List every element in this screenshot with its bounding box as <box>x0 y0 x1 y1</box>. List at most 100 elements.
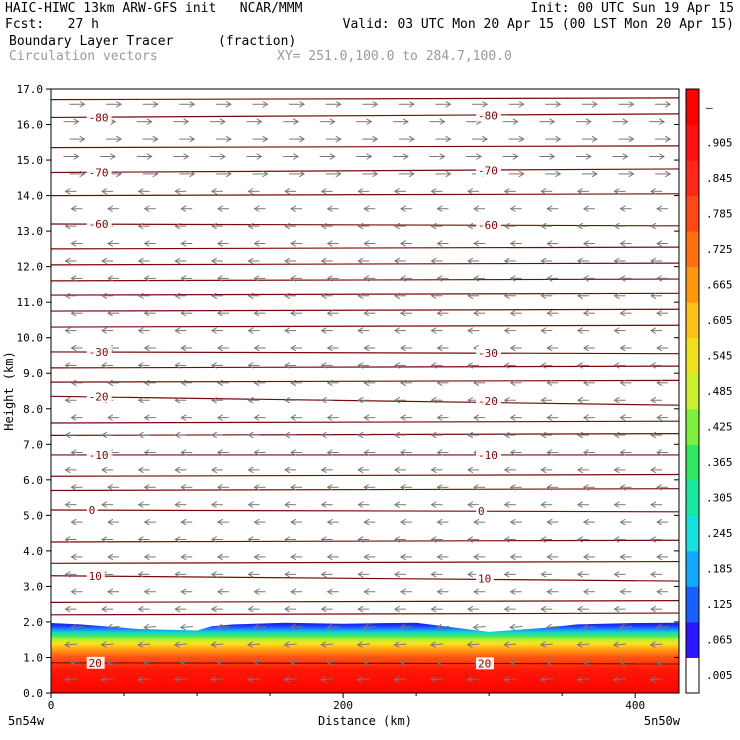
vector-arrow <box>254 627 267 628</box>
colorbar-label: .125 <box>706 598 733 611</box>
colorbar-swatch <box>686 195 699 232</box>
colorbar-label: .605 <box>706 314 733 327</box>
vector-arrow <box>547 627 559 628</box>
contour-label: -20 <box>478 395 498 408</box>
contour-label: -60 <box>89 218 109 231</box>
contour-label-bg <box>476 448 502 461</box>
temperature-contour <box>51 365 679 369</box>
temperature-contour <box>51 473 679 477</box>
vector-arrow <box>657 627 669 628</box>
colorbar-frame <box>685 88 700 694</box>
colorbar-label: .845 <box>706 172 733 185</box>
contour-label-bg <box>476 218 502 231</box>
vector-arrow <box>181 661 193 662</box>
y-tick-label: 15.0 <box>17 154 44 167</box>
vector-arrow <box>400 661 413 662</box>
contour-label-bg <box>86 390 112 403</box>
temperature-contour <box>51 97 679 101</box>
contour-label-bg <box>476 346 502 359</box>
colorbar-swatch <box>686 337 699 374</box>
y-tick-label: 12.0 <box>17 261 44 274</box>
contour-label-bg <box>86 448 112 461</box>
vector-arrow <box>248 679 261 680</box>
contour-label: -80 <box>89 111 109 124</box>
vector-arrow <box>291 661 303 662</box>
vector-arrow <box>175 679 187 680</box>
vector-arrow <box>102 644 114 645</box>
colorbar-label: .365 <box>706 456 733 469</box>
y-tick-label: 10.0 <box>17 332 44 345</box>
vector-arrow <box>217 627 230 628</box>
vector-arrow <box>358 644 370 645</box>
temperature-contour <box>51 395 679 406</box>
vector-arrow <box>394 644 407 645</box>
colorbar-label: .485 <box>706 385 733 398</box>
y-tick-label: 6.0 <box>23 474 43 487</box>
y-tick-label: 16.0 <box>17 119 44 132</box>
temperature-contour <box>51 145 679 149</box>
temperature-contour <box>51 324 679 328</box>
y-tick-label: 7.0 <box>23 438 43 451</box>
colorbar-swatch <box>686 586 699 623</box>
x-end-label-left: 5n54w <box>8 714 45 728</box>
temperature-contour <box>51 575 679 582</box>
contour-label: -70 <box>478 165 498 178</box>
vector-arrow <box>254 661 267 662</box>
vector-field-name: Circulation vectors <box>9 49 158 64</box>
vector-arrow <box>211 679 224 680</box>
colorbar-swatch <box>686 89 699 126</box>
vector-arrow <box>510 661 523 662</box>
vector-arrow <box>583 627 596 628</box>
x-axis-title: Distance (km) <box>318 714 412 728</box>
temperature-contour <box>51 420 679 424</box>
colorbar-swatch <box>686 302 699 339</box>
colorbar-swatch <box>686 550 699 587</box>
contour-label-bg <box>86 166 112 179</box>
y-tick-label: 14.0 <box>17 190 44 203</box>
vector-arrow <box>577 679 590 680</box>
colorbar-label: .005 <box>706 669 733 682</box>
colorbar-label: .665 <box>706 278 733 291</box>
header-init-time: Init: 00 UTC Sun 19 Apr 15 <box>530 1 735 16</box>
header-forecast-hour: Fcst: 27 h <box>5 17 99 32</box>
vector-arrow <box>108 661 120 662</box>
y-tick-label: 11.0 <box>17 296 44 309</box>
cross-section-range: XY= 251.0,100.0 to 284.7,100.0 <box>277 49 512 64</box>
vector-arrow <box>321 644 334 645</box>
contour-label: 10 <box>478 572 491 585</box>
vector-arrow <box>181 627 193 628</box>
vector-arrow <box>504 644 517 645</box>
y-tick-label: 13.0 <box>17 225 44 238</box>
contour-label-bg <box>476 572 495 585</box>
temperature-contour <box>51 560 679 564</box>
vector-arrow <box>285 679 297 680</box>
x-tick-label: 0 <box>48 699 55 712</box>
vector-arrow <box>657 661 669 662</box>
contour-label-bg <box>476 109 502 122</box>
colorbar-swatch <box>686 621 699 658</box>
vector-arrow <box>577 644 590 645</box>
contour-label-bg <box>86 111 112 124</box>
contour-label: -10 <box>478 449 498 462</box>
contour-label: 0 <box>478 505 485 518</box>
colorbar-label: .185 <box>706 563 733 576</box>
field-units: (fraction) <box>218 34 297 49</box>
colorbar-swatch <box>686 373 699 410</box>
temperature-contour <box>51 539 679 543</box>
vector-arrow <box>364 661 376 662</box>
y-tick-label: 17.0 <box>17 83 44 96</box>
vector-arrow <box>400 627 413 628</box>
colorbar-label: .425 <box>706 421 733 434</box>
colorbar-swatch <box>686 515 699 552</box>
temperature-contour <box>51 433 679 437</box>
vector-arrow <box>504 679 517 680</box>
contour-label-bg <box>86 504 98 517</box>
vector-arrow <box>65 679 78 680</box>
vector-arrow <box>175 644 187 645</box>
vector-arrow <box>321 679 334 680</box>
colorbar-label: .305 <box>706 492 733 505</box>
vector-arrow <box>327 661 340 662</box>
vector-arrow <box>144 627 157 628</box>
vector-arrow <box>510 627 523 628</box>
temperature-contour <box>51 600 679 604</box>
